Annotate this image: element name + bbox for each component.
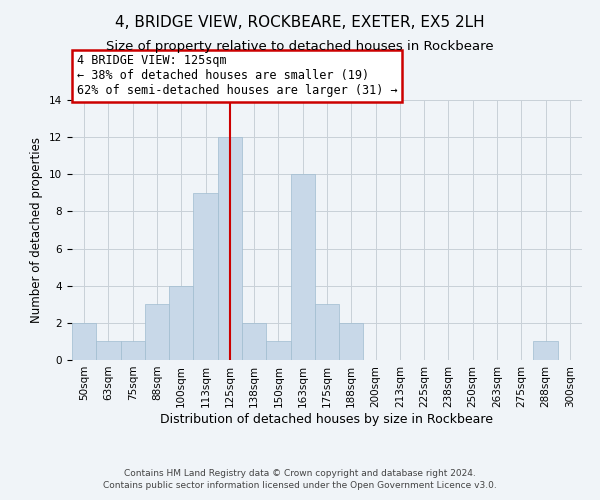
- Bar: [218, 137, 242, 360]
- X-axis label: Distribution of detached houses by size in Rockbeare: Distribution of detached houses by size …: [161, 412, 493, 426]
- Bar: [290, 174, 315, 360]
- Bar: [266, 342, 290, 360]
- Text: 4 BRIDGE VIEW: 125sqm
← 38% of detached houses are smaller (19)
62% of semi-deta: 4 BRIDGE VIEW: 125sqm ← 38% of detached …: [77, 54, 398, 98]
- Bar: [96, 342, 121, 360]
- Bar: [339, 323, 364, 360]
- Bar: [72, 323, 96, 360]
- Bar: [533, 342, 558, 360]
- Text: Size of property relative to detached houses in Rockbeare: Size of property relative to detached ho…: [106, 40, 494, 53]
- Bar: [169, 286, 193, 360]
- Bar: [121, 342, 145, 360]
- Text: 4, BRIDGE VIEW, ROCKBEARE, EXETER, EX5 2LH: 4, BRIDGE VIEW, ROCKBEARE, EXETER, EX5 2…: [115, 15, 485, 30]
- Bar: [315, 304, 339, 360]
- Bar: [193, 193, 218, 360]
- Y-axis label: Number of detached properties: Number of detached properties: [31, 137, 43, 323]
- Bar: [145, 304, 169, 360]
- Text: Contains HM Land Registry data © Crown copyright and database right 2024.
Contai: Contains HM Land Registry data © Crown c…: [103, 468, 497, 490]
- Bar: [242, 323, 266, 360]
